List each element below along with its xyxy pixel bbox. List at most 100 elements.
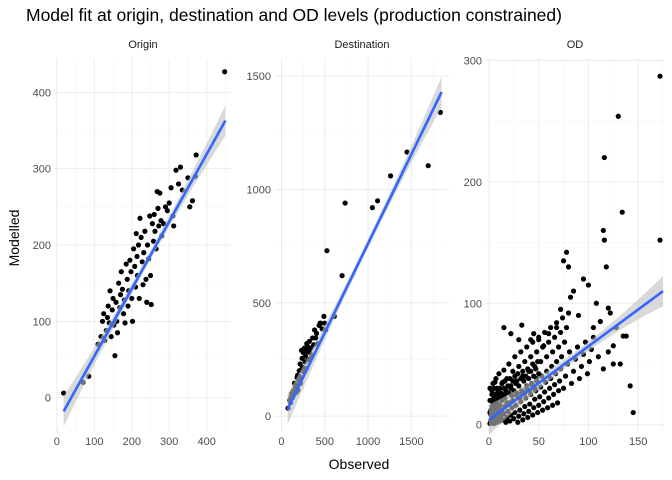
data-point [521,378,527,384]
data-point [601,154,607,161]
data-point [561,339,568,345]
data-point [536,371,542,377]
panel-title-od: OD [567,39,584,51]
panel-title-origin: Origin [128,39,157,51]
data-point [560,385,567,391]
data-point [173,167,179,173]
data-point [508,331,514,337]
data-point [521,411,527,417]
data-point [557,329,564,336]
panel-destination: Destination 0 500 1000 1500 0 500 1000 1500 [247,39,449,448]
x-tick-label: 300 [160,436,178,448]
data-point [487,385,493,391]
data-point [535,358,541,365]
data-point [585,282,592,288]
data-point [605,349,611,355]
x-tick-label: 400 [197,436,215,448]
data-point [313,335,319,341]
data-point [556,378,563,384]
data-point [570,288,577,294]
data-point [554,358,560,365]
data-point [600,366,606,372]
data-point [116,280,122,286]
data-point [525,414,531,421]
x-tick-label: 1000 [356,436,380,448]
data-point [125,303,131,309]
data-point [166,200,172,206]
data-point [492,379,498,385]
data-point [129,318,136,324]
data-point [369,205,375,211]
data-point [324,248,330,254]
fit-line [286,91,443,410]
x-tick-label: 100 [579,436,597,448]
data-point [630,409,636,416]
data-point [137,215,143,221]
data-point [114,330,121,336]
data-point [108,333,114,340]
y-tick-label: 100 [33,316,51,328]
data-point [148,301,154,308]
x-tick-label: 0 [54,436,60,448]
data-point [510,368,516,374]
data-point [605,305,611,311]
data-point [152,228,158,234]
data-point [532,396,538,402]
data-point [515,419,521,425]
data-point [507,418,513,424]
y-tick-label: 400 [33,87,51,99]
data-point [503,419,509,425]
data-point [175,181,182,187]
data-point [222,69,228,75]
data-point [542,329,548,336]
data-point [623,333,629,339]
data-point [601,237,607,243]
data-point [593,300,599,306]
data-point [142,228,148,234]
data-point [586,358,593,365]
data-point [156,223,162,229]
y-tick-label: 300 [464,55,482,67]
data-point [515,371,521,377]
y-tick-label: 1000 [247,184,271,196]
data-point [575,312,582,319]
data-point [135,242,142,248]
data-point [544,354,550,360]
data-point [144,242,151,248]
chart-title: Model fit at origin, destination and OD … [26,5,562,25]
data-point [502,378,508,384]
data-point [619,209,625,215]
data-point [558,354,565,360]
data-point [528,368,534,374]
x-tick-label: 0 [486,436,492,448]
data-point [615,113,621,119]
data-point [554,320,560,326]
data-point [147,272,154,279]
data-point [501,367,507,373]
fit-line [488,290,664,421]
data-point [518,349,524,355]
data-point [600,227,606,234]
x-tick-label: 150 [629,436,647,448]
x-tick-label: 0 [278,436,284,448]
data-point [302,353,309,359]
data-point [177,164,184,170]
data-point [164,208,170,214]
data-point [187,204,193,210]
data-point [517,407,523,413]
data-point [580,276,587,282]
data-point [610,361,616,367]
data-point [552,382,558,388]
y-tick-label: 300 [33,164,51,176]
data-point [133,230,139,237]
data-point [313,330,320,336]
data-point [534,349,540,355]
data-point [526,375,532,382]
data-point [512,354,518,360]
x-tick-label: 500 [316,436,334,448]
x-axis-label: Observed [329,456,390,472]
data-point [546,395,552,401]
data-point [559,315,566,321]
data-point [557,306,564,312]
data-point [124,276,130,282]
